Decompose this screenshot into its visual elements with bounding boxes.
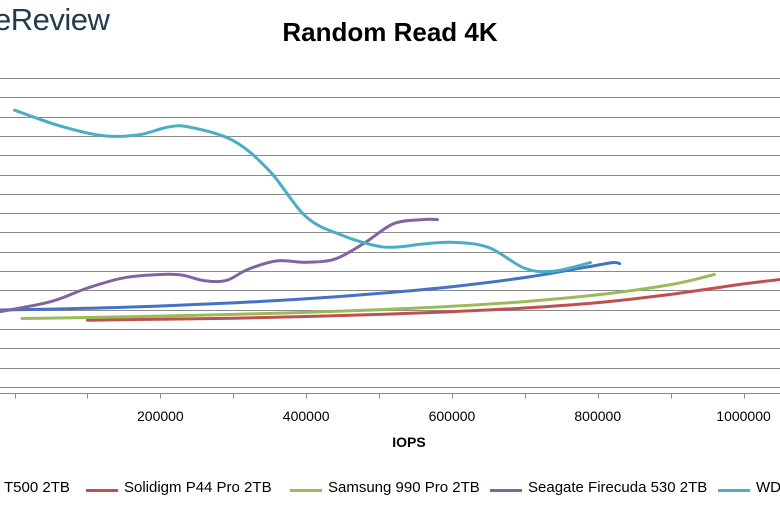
series-line-2 xyxy=(20,273,716,320)
legend-label: T500 2TB xyxy=(4,479,70,496)
series-line-1 xyxy=(86,278,780,322)
legend-swatch xyxy=(718,489,750,492)
x-tick-label-2: 600000 xyxy=(429,408,476,424)
legend-swatch xyxy=(290,489,322,492)
legend-label: Samsung 990 Pro 2TB xyxy=(328,479,480,496)
x-tick-label-3: 800000 xyxy=(574,408,621,424)
legend-label: Seagate Firecuda 530 2TB xyxy=(528,479,708,496)
x-tick-label-1: 400000 xyxy=(283,408,330,424)
brand-logo: eReview xyxy=(0,2,110,37)
x-tick-label-4: 1000000 xyxy=(716,408,771,424)
series-line-3 xyxy=(0,217,439,314)
gridlines xyxy=(0,78,780,388)
legend-swatch xyxy=(490,489,522,492)
series-line-4 xyxy=(13,108,592,274)
legend-swatch xyxy=(86,489,118,492)
x-axis: 200000 400000 600000 800000 1000000 xyxy=(0,393,780,424)
series-line-0 xyxy=(0,260,622,312)
legend-label: WD xyxy=(756,479,780,496)
x-tick-label-0: 200000 xyxy=(137,408,184,424)
x-axis-label: IOPS xyxy=(392,434,425,450)
series-lines xyxy=(0,108,780,322)
legend-label: Solidigm P44 Pro 2TB xyxy=(124,479,272,496)
chart-title: Random Read 4K xyxy=(282,17,498,47)
